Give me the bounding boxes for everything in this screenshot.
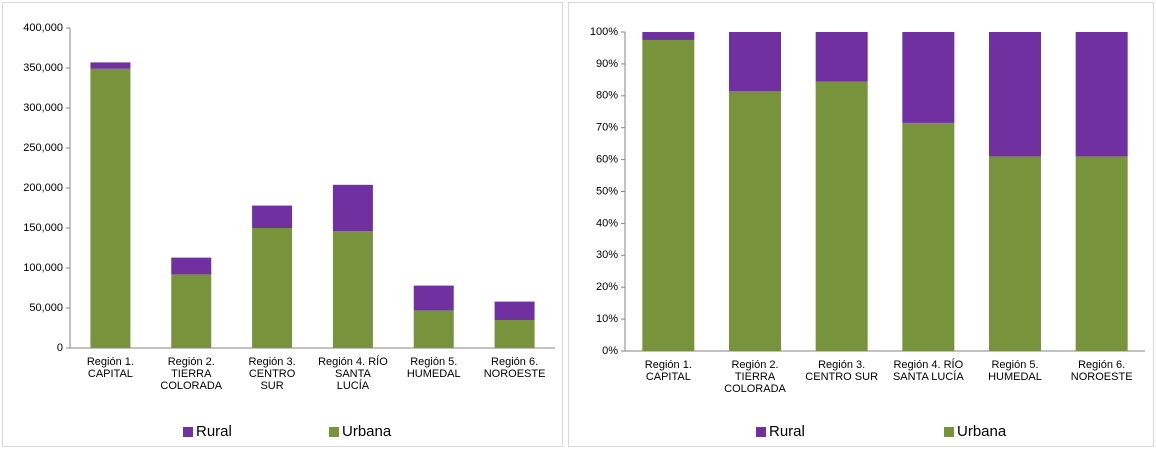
bar-segment [171,274,212,348]
bar-segment [332,231,373,348]
bar-segment [729,91,781,351]
bar-segment [252,228,293,348]
x-tick-label: Región 4. RÍO [893,358,963,371]
y-tick-label: 10% [596,313,618,325]
x-tick-label: TIERRA [735,371,776,383]
x-tick-label: SANTA [335,368,372,380]
y-tick-label: 200,000 [23,182,63,194]
bar-segment [642,39,695,351]
y-tick-label: 100% [590,26,618,38]
y-tick-label: 400,000 [23,22,63,34]
bar-segment [815,81,868,351]
y-tick-label: 0 [57,342,63,354]
y-tick-label: 50,000 [29,302,63,314]
y-tick-label: 300,000 [23,102,63,114]
legend-label: Rural [769,423,805,440]
bar-segment [413,285,454,311]
y-tick-label: 50% [596,185,618,197]
bar-segment [171,257,212,275]
x-tick-label: CAPITAL [646,371,691,383]
legend-label: Urbana [342,423,392,440]
y-tick-label: 250,000 [23,142,63,154]
y-tick-label: 350,000 [23,62,63,74]
x-tick-label: CAPITAL [88,368,133,380]
legend-swatch [944,427,954,437]
bar-segment [902,32,955,123]
x-tick-label: SUR [260,380,283,392]
legend-swatch [183,427,193,437]
x-tick-label: HUMEDAL [407,368,461,380]
bar-segment [494,320,535,348]
x-tick-label: Región 2. [731,359,778,371]
y-tick-label: 80% [596,90,618,102]
y-tick-label: 100,000 [23,262,63,274]
bar-segment [729,32,781,92]
y-tick-label: 70% [596,122,618,134]
x-tick-label: Región 2. [168,356,215,368]
x-tick-label: CENTRO SUR [805,371,878,383]
bar-segment [332,184,373,232]
x-tick-label: Región 1. [645,359,692,371]
x-tick-label: COLORADA [160,380,222,392]
x-tick-label: Región 3. [249,356,296,368]
bar-segment [902,122,955,351]
bar-segment [815,32,868,82]
y-tick-label: 20% [596,281,618,293]
bar-segment [90,62,131,69]
x-tick-label: Región 6. [1078,359,1125,371]
x-tick-label: Región 3. [818,359,865,371]
bar-segment [989,32,1041,157]
legend-label: Urbana [957,423,1007,440]
bar-segment [252,205,293,228]
x-tick-label: CENTRO [249,368,296,380]
y-tick-label: 0% [602,345,618,357]
x-tick-label: Región 4. RÍO [318,355,388,368]
bar-segment [1075,32,1128,157]
x-tick-label: Región 5. [991,359,1038,371]
x-tick-label: NOROESTE [1071,371,1133,383]
x-tick-label: Región 6. [491,356,538,368]
x-tick-label: LUCÍA [337,379,370,392]
x-tick-label: HUMEDAL [988,371,1042,383]
y-tick-label: 30% [596,249,618,261]
legend-swatch [329,427,339,437]
bar-segment [989,156,1041,351]
legend-label: Rural [196,423,232,440]
y-tick-label: 40% [596,217,618,229]
bar-segment [413,310,454,348]
bar-segment [1075,156,1128,351]
x-tick-label: NOROESTE [484,368,546,380]
bar-segment [90,68,131,349]
x-tick-label: TIERRA [171,368,212,380]
x-tick-label: Región 1. [87,356,134,368]
x-tick-label: Región 5. [410,356,457,368]
bar-segment [494,301,535,320]
y-tick-label: 60% [596,154,618,166]
y-tick-label: 90% [596,58,618,70]
x-tick-label: SANTA LUCÍA [893,370,964,383]
y-tick-label: 150,000 [23,222,63,234]
x-tick-label: COLORADA [724,383,786,395]
bar-segment [642,32,695,40]
legend-swatch [756,427,766,437]
